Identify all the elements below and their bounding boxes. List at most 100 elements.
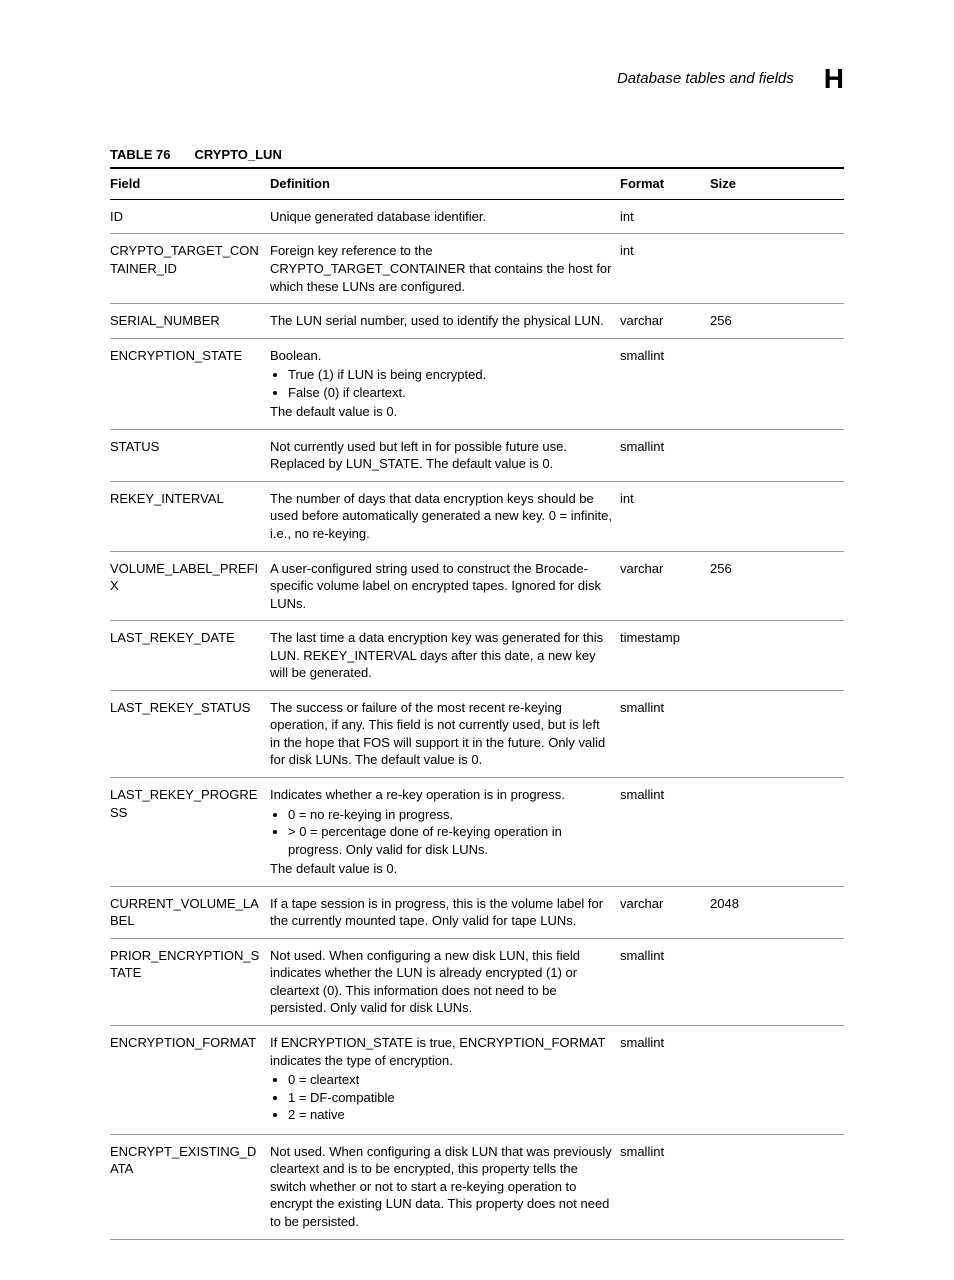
cell-definition: The success or failure of the most recen… (270, 690, 620, 777)
cell-size (710, 199, 844, 234)
cell-field: LAST_REKEY_STATUS (110, 690, 270, 777)
definition-text: The LUN serial number, used to identify … (270, 312, 612, 330)
definition-text: A user-configured string used to constru… (270, 560, 612, 613)
definition-bullet: 2 = native (288, 1106, 612, 1124)
cell-field: CRYPTO_TARGET_CONTAINER_ID (110, 234, 270, 304)
definition-text: The default value is 0. (270, 860, 612, 878)
table-row: ENCRYPT_EXISTING_DATANot used. When conf… (110, 1134, 844, 1239)
table-number: TABLE 76 (110, 146, 170, 164)
table-row: SERIAL_NUMBERThe LUN serial number, used… (110, 304, 844, 339)
page-header: Database tables and fields H (110, 60, 844, 98)
cell-definition: The number of days that data encryption … (270, 481, 620, 551)
table-row: ENCRYPTION_STATEBoolean.True (1) if LUN … (110, 338, 844, 429)
table-name: CRYPTO_LUN (194, 146, 281, 164)
cell-format: timestamp (620, 621, 710, 691)
definition-text: The default value is 0. (270, 403, 612, 421)
cell-field: ENCRYPTION_STATE (110, 338, 270, 429)
definition-text: The number of days that data encryption … (270, 490, 612, 543)
cell-definition: The LUN serial number, used to identify … (270, 304, 620, 339)
cell-definition: Not used. When configuring a new disk LU… (270, 938, 620, 1025)
cell-format: smallint (620, 938, 710, 1025)
cell-size (710, 338, 844, 429)
page: Database tables and fields H TABLE 76 CR… (0, 0, 954, 1280)
definition-text: The last time a data encryption key was … (270, 629, 612, 682)
definition-text: If ENCRYPTION_STATE is true, ENCRYPTION_… (270, 1034, 612, 1069)
col-header-format: Format (620, 168, 710, 199)
cell-definition: Boolean.True (1) if LUN is being encrypt… (270, 338, 620, 429)
cell-size: 256 (710, 304, 844, 339)
cell-size: 2048 (710, 886, 844, 938)
cell-format: varchar (620, 304, 710, 339)
table-row: REKEY_INTERVALThe number of days that da… (110, 481, 844, 551)
cell-definition: A user-configured string used to constru… (270, 551, 620, 621)
cell-format: varchar (620, 886, 710, 938)
definition-text: Not used. When configuring a disk LUN th… (270, 1143, 612, 1231)
table-row: LAST_REKEY_DATEThe last time a data encr… (110, 621, 844, 691)
cell-field: REKEY_INTERVAL (110, 481, 270, 551)
cell-field: ENCRYPTION_FORMAT (110, 1026, 270, 1135)
table-caption: TABLE 76 CRYPTO_LUN (110, 146, 844, 168)
cell-format: int (620, 199, 710, 234)
cell-field: VOLUME_LABEL_PREFIX (110, 551, 270, 621)
definition-bullet: False (0) if cleartext. (288, 384, 612, 402)
cell-field: LAST_REKEY_DATE (110, 621, 270, 691)
cell-field: LAST_REKEY_PROGRESS (110, 778, 270, 887)
cell-definition: Not used. When configuring a disk LUN th… (270, 1134, 620, 1239)
definition-bullets: 0 = cleartext1 = DF-compatible2 = native (270, 1071, 612, 1124)
cell-field: ID (110, 199, 270, 234)
table-row: IDUnique generated database identifier. i… (110, 199, 844, 234)
cell-format: smallint (620, 1134, 710, 1239)
definition-bullet: 1 = DF-compatible (288, 1089, 612, 1107)
col-header-field: Field (110, 168, 270, 199)
col-header-size: Size (710, 168, 844, 199)
cell-format: int (620, 234, 710, 304)
definition-text: Unique generated database identifier. (270, 208, 612, 226)
cell-size (710, 938, 844, 1025)
table-head: Field Definition Format Size (110, 168, 844, 199)
cell-definition: Not currently used but left in for possi… (270, 429, 620, 481)
col-header-definition: Definition (270, 168, 620, 199)
cell-format: varchar (620, 551, 710, 621)
cell-size (710, 621, 844, 691)
table-row: CRYPTO_TARGET_CONTAINER_IDForeign key re… (110, 234, 844, 304)
definition-text: Indicates whether a re-key operation is … (270, 786, 612, 804)
table-body: IDUnique generated database identifier. i… (110, 199, 844, 1239)
cell-field: ENCRYPT_EXISTING_DATA (110, 1134, 270, 1239)
definition-bullets: 0 = no re-keying in progress.> 0 = perce… (270, 806, 612, 859)
cell-size (710, 234, 844, 304)
definition-bullet: 0 = no re-keying in progress. (288, 806, 612, 824)
section-letter: H (824, 60, 844, 98)
table-row: LAST_REKEY_STATUSThe success or failure … (110, 690, 844, 777)
definition-bullet: True (1) if LUN is being encrypted. (288, 366, 612, 384)
definition-text: Boolean. (270, 347, 612, 365)
cell-format: int (620, 481, 710, 551)
definition-text: If a tape session is in progress, this i… (270, 895, 612, 930)
cell-format: smallint (620, 690, 710, 777)
cell-definition: Indicates whether a re-key operation is … (270, 778, 620, 887)
definition-bullets: True (1) if LUN is being encrypted.False… (270, 366, 612, 401)
definition-text: Not currently used but left in for possi… (270, 438, 612, 473)
cell-definition: If a tape session is in progress, this i… (270, 886, 620, 938)
cell-definition: If ENCRYPTION_STATE is true, ENCRYPTION_… (270, 1026, 620, 1135)
table-row: STATUSNot currently used but left in for… (110, 429, 844, 481)
table-row: VOLUME_LABEL_PREFIXA user-configured str… (110, 551, 844, 621)
definition-bullet: > 0 = percentage done of re-keying opera… (288, 823, 612, 858)
definition-text: Foreign key reference to the CRYPTO_TARG… (270, 242, 612, 295)
cell-definition: The last time a data encryption key was … (270, 621, 620, 691)
cell-field: STATUS (110, 429, 270, 481)
definition-bullet: 0 = cleartext (288, 1071, 612, 1089)
cell-size (710, 778, 844, 887)
cell-field: SERIAL_NUMBER (110, 304, 270, 339)
definition-text: The success or failure of the most recen… (270, 699, 612, 769)
cell-definition: Unique generated database identifier. (270, 199, 620, 234)
cell-size (710, 690, 844, 777)
cell-format: smallint (620, 338, 710, 429)
cell-size (710, 1026, 844, 1135)
cell-size (710, 481, 844, 551)
table-row: CURRENT_VOLUME_LABELIf a tape session is… (110, 886, 844, 938)
definition-text: Not used. When configuring a new disk LU… (270, 947, 612, 1017)
section-title: Database tables and fields (617, 69, 794, 89)
cell-size (710, 1134, 844, 1239)
cell-size (710, 429, 844, 481)
crypto-lun-table: Field Definition Format Size IDUnique ge… (110, 167, 844, 1239)
